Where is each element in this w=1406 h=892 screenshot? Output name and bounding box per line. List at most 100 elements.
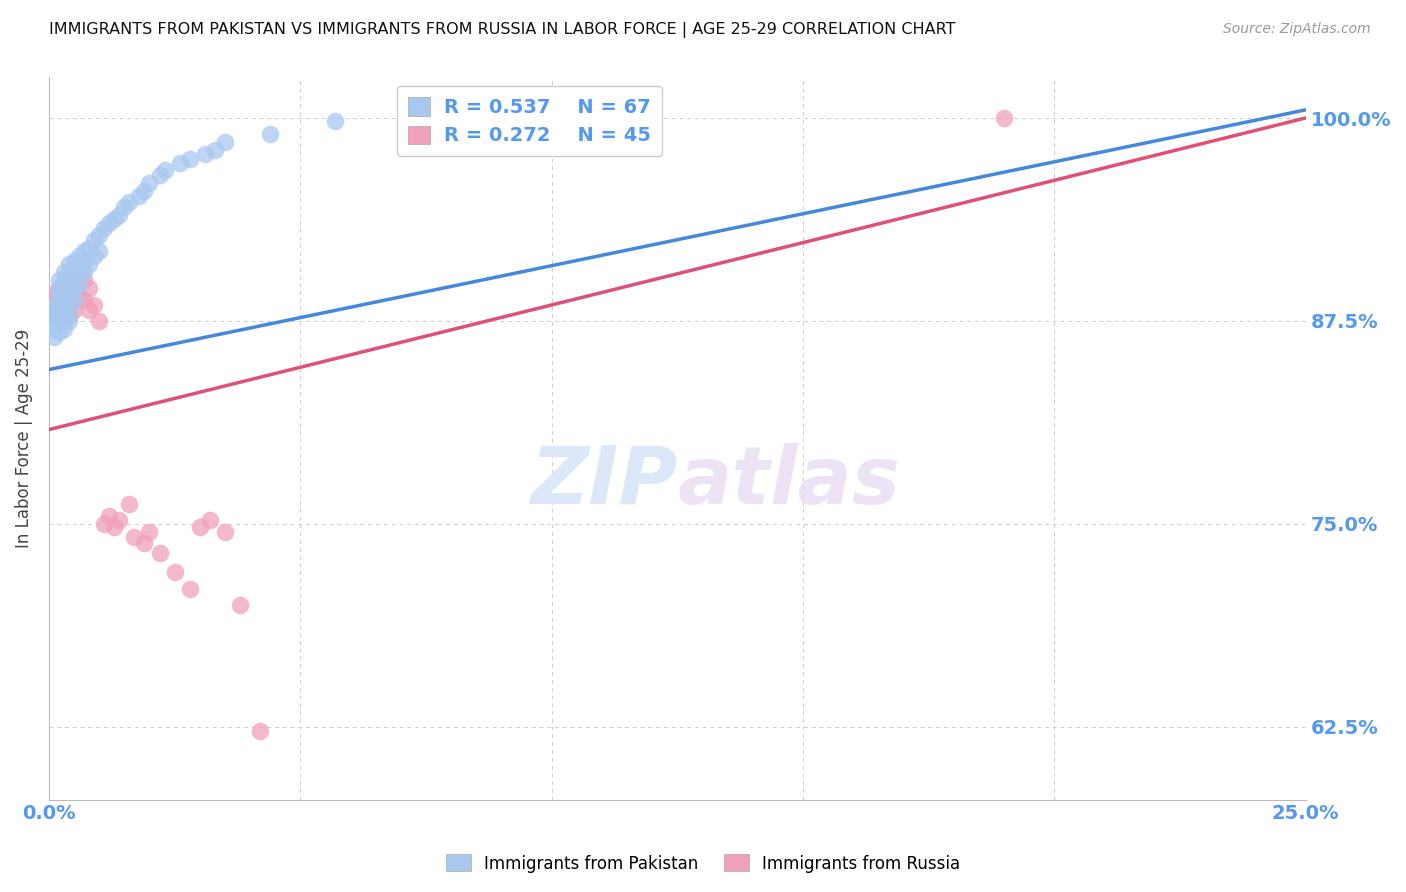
Point — [58, 293, 80, 307]
Point — [58, 309, 80, 323]
Point — [53, 322, 76, 336]
Point — [67, 277, 90, 291]
Legend: R = 0.537    N = 67, R = 0.272    N = 45: R = 0.537 N = 67, R = 0.272 N = 45 — [398, 87, 662, 156]
Point — [48, 293, 70, 307]
Point — [134, 184, 156, 198]
Point — [89, 314, 111, 328]
Point — [53, 309, 76, 323]
Point — [63, 260, 86, 275]
Point — [169, 156, 191, 170]
Point — [63, 265, 86, 279]
Point — [53, 265, 76, 279]
Point — [58, 281, 80, 295]
Point — [138, 176, 160, 190]
Point — [83, 298, 105, 312]
Point — [48, 289, 70, 303]
Point — [53, 298, 76, 312]
Point — [48, 298, 70, 312]
Point — [63, 281, 86, 295]
Point — [118, 497, 141, 511]
Point — [148, 546, 170, 560]
Point — [48, 306, 70, 320]
Point — [214, 136, 236, 150]
Point — [42, 314, 65, 328]
Point — [58, 277, 80, 291]
Point — [67, 265, 90, 279]
Point — [42, 309, 65, 323]
Point — [42, 322, 65, 336]
Point — [42, 298, 65, 312]
Legend: Immigrants from Pakistan, Immigrants from Russia: Immigrants from Pakistan, Immigrants fro… — [439, 847, 967, 880]
Point — [77, 241, 100, 255]
Point — [93, 516, 115, 531]
Y-axis label: In Labor Force | Age 25-29: In Labor Force | Age 25-29 — [15, 329, 32, 549]
Point — [98, 217, 121, 231]
Text: Source: ZipAtlas.com: Source: ZipAtlas.com — [1223, 22, 1371, 37]
Point — [42, 309, 65, 323]
Point — [58, 257, 80, 271]
Point — [58, 265, 80, 279]
Point — [48, 273, 70, 287]
Point — [89, 227, 111, 242]
Point — [179, 152, 201, 166]
Point — [48, 281, 70, 295]
Point — [48, 314, 70, 328]
Point — [53, 281, 76, 295]
Text: ZIP: ZIP — [530, 442, 678, 521]
Point — [108, 208, 131, 222]
Point — [103, 520, 125, 534]
Point — [179, 582, 201, 596]
Point — [229, 598, 252, 612]
Point — [325, 114, 347, 128]
Point — [67, 257, 90, 271]
Point — [73, 244, 96, 258]
Point — [124, 530, 146, 544]
Point — [194, 146, 217, 161]
Point — [103, 211, 125, 226]
Text: atlas: atlas — [678, 442, 900, 521]
Point — [73, 293, 96, 307]
Point — [73, 273, 96, 287]
Point — [63, 253, 86, 268]
Point — [53, 286, 76, 301]
Point — [148, 168, 170, 182]
Text: IMMIGRANTS FROM PAKISTAN VS IMMIGRANTS FROM RUSSIA IN LABOR FORCE | AGE 25-29 CO: IMMIGRANTS FROM PAKISTAN VS IMMIGRANTS F… — [49, 22, 956, 38]
Point — [42, 302, 65, 317]
Point — [73, 253, 96, 268]
Point — [48, 286, 70, 301]
Point — [118, 195, 141, 210]
Point — [67, 289, 90, 303]
Point — [93, 221, 115, 235]
Point — [58, 314, 80, 328]
Point — [249, 724, 271, 739]
Point — [48, 302, 70, 317]
Point — [63, 286, 86, 301]
Point — [58, 273, 80, 287]
Point — [42, 293, 65, 307]
Point — [53, 293, 76, 307]
Point — [63, 293, 86, 307]
Point — [48, 314, 70, 328]
Point — [112, 200, 135, 214]
Point — [128, 189, 150, 203]
Point — [53, 298, 76, 312]
Point — [58, 298, 80, 312]
Point — [58, 302, 80, 317]
Point — [63, 302, 86, 317]
Point — [163, 566, 186, 580]
Point — [77, 302, 100, 317]
Point — [89, 244, 111, 258]
Point — [42, 302, 65, 317]
Point — [42, 330, 65, 344]
Point — [48, 309, 70, 323]
Point — [993, 111, 1015, 125]
Point — [63, 273, 86, 287]
Point — [198, 514, 221, 528]
Point — [259, 127, 281, 141]
Point — [53, 273, 76, 287]
Point — [53, 281, 76, 295]
Point — [48, 298, 70, 312]
Point — [48, 325, 70, 339]
Point — [153, 163, 176, 178]
Point — [108, 514, 131, 528]
